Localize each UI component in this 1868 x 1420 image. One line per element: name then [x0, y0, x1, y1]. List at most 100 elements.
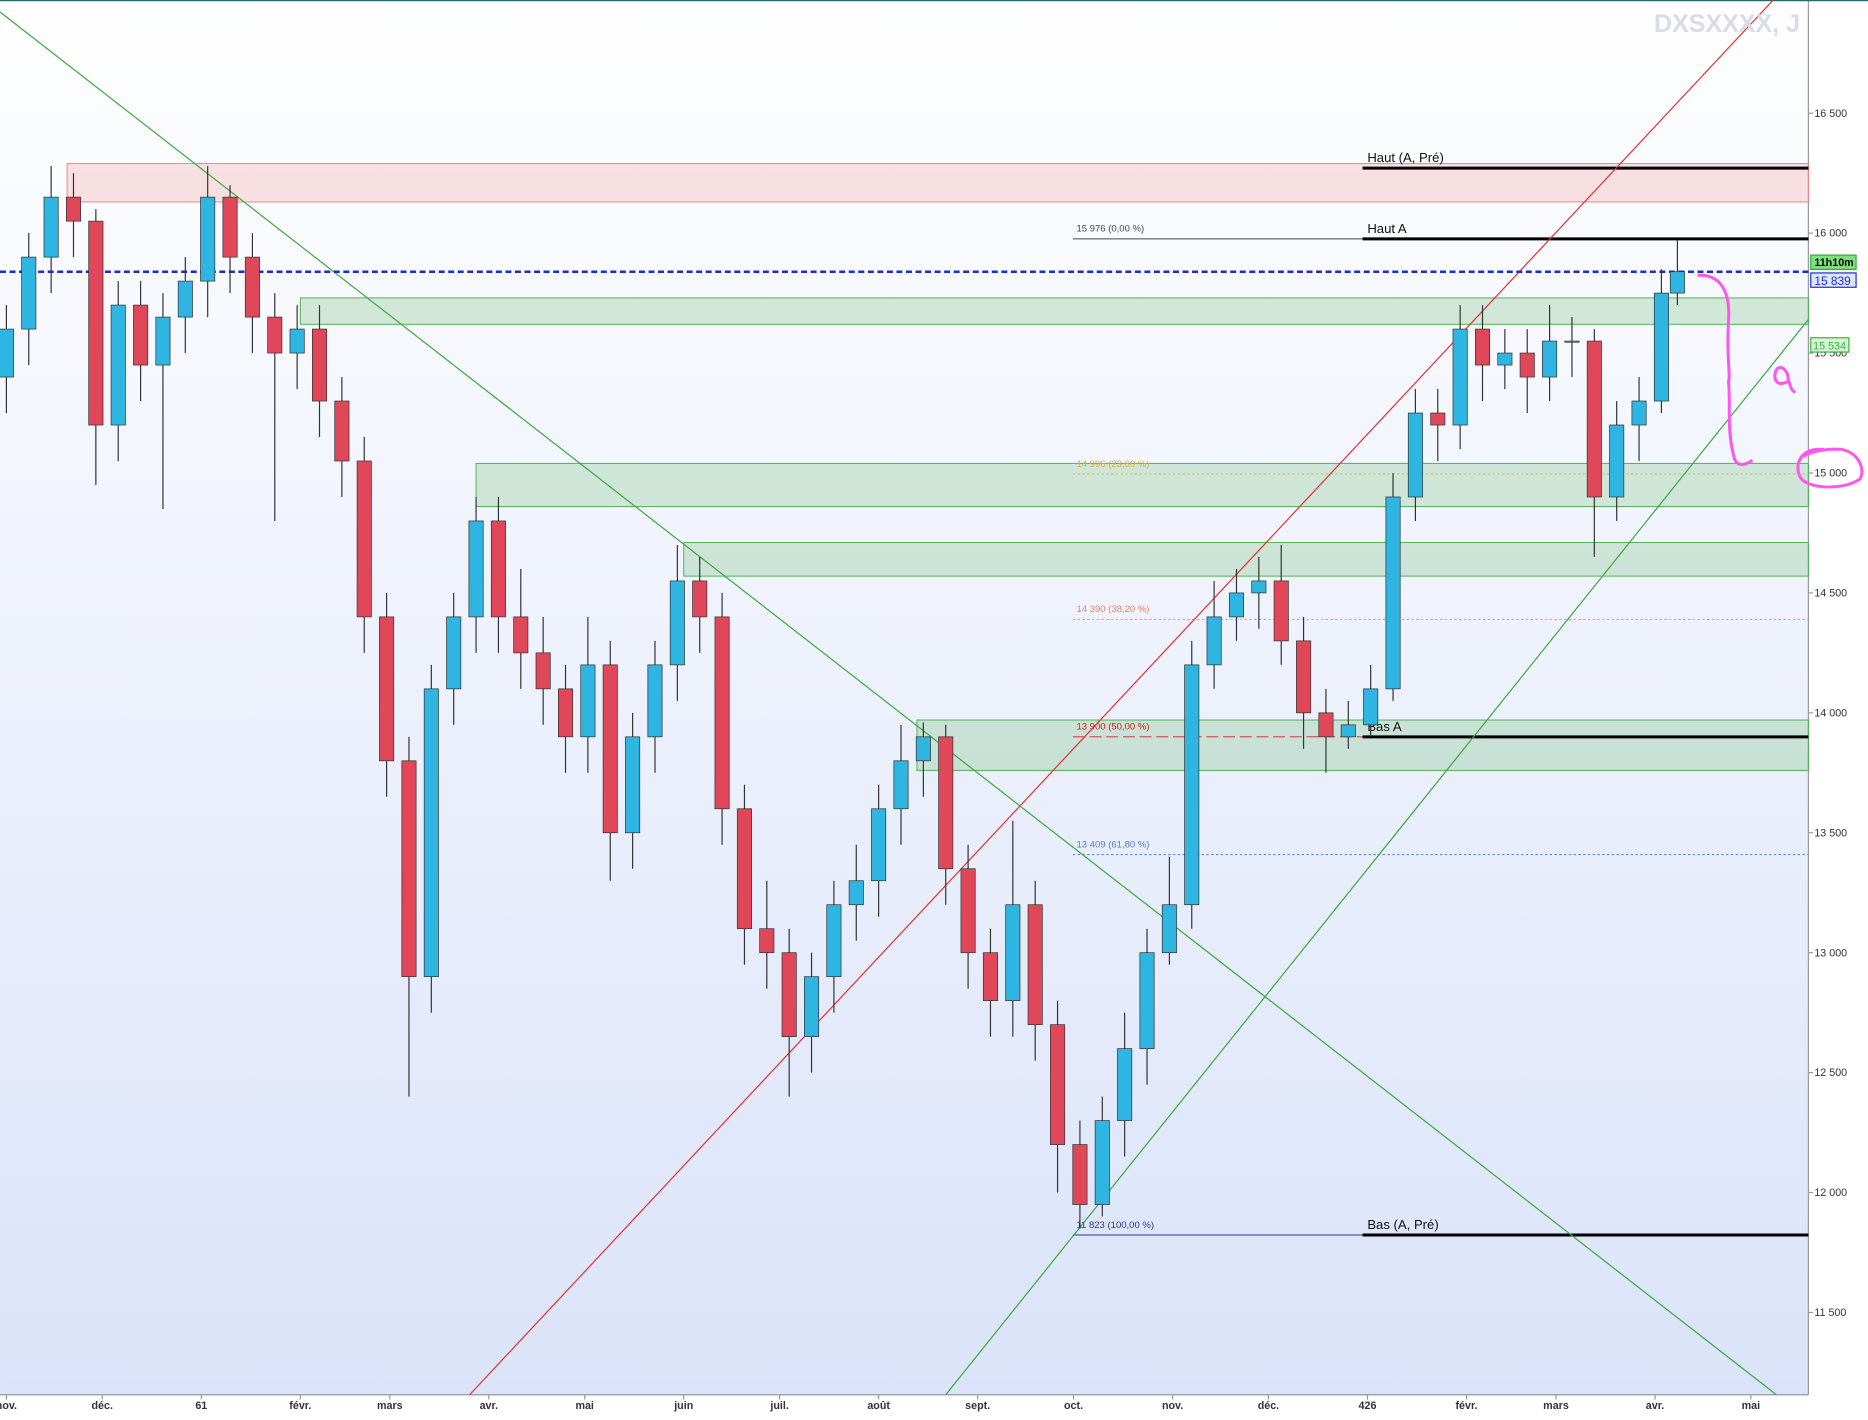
x-tick-label: févr.: [289, 1400, 311, 1412]
candle-body: [1117, 1048, 1133, 1121]
candle-body: [1653, 292, 1669, 402]
candle-body: [0, 328, 14, 378]
x-tick-label: juin: [673, 1400, 693, 1412]
candle-body: [1072, 1144, 1088, 1205]
candle-body: [625, 736, 641, 834]
level-label: Haut (A, Pré): [1367, 150, 1444, 165]
trendline: [945, 319, 1809, 1396]
candle-body: [468, 520, 484, 618]
candle-body: [244, 256, 260, 318]
candle-body: [513, 616, 529, 654]
candle-body: [938, 736, 954, 870]
candle-body: [1542, 340, 1558, 378]
candle-body: [446, 616, 462, 690]
y-tick-label: 13 500: [1814, 827, 1847, 839]
trendline: [0, 11, 1777, 1396]
candle-body: [1161, 904, 1177, 954]
x-tick-label: déc.: [92, 1400, 113, 1412]
candle-body: [1184, 664, 1200, 906]
candle-body: [1251, 580, 1267, 594]
zone: [475, 462, 1809, 508]
candle-body: [1139, 952, 1155, 1049]
candle-body: [960, 868, 976, 954]
candle-body: [871, 808, 887, 882]
y-tick-label: 11 500: [1814, 1307, 1846, 1319]
y-tick-label: 12 500: [1814, 1067, 1847, 1079]
candle-body: [1363, 688, 1379, 726]
axis-background: [1808, 0, 1868, 1415]
candle-body: [893, 760, 909, 810]
candle-body: [1430, 412, 1446, 426]
candle-body: [736, 808, 752, 930]
y-tick-label: 16 500: [1814, 108, 1847, 120]
timer-badge: [1810, 254, 1857, 270]
candle-body: [88, 220, 104, 426]
x-tick-label: 426: [1359, 1400, 1377, 1412]
x-tick-label: 61: [195, 1400, 207, 1412]
fib-label: 11 823 (100,00 %): [1076, 1220, 1154, 1231]
x-tick-label: août: [867, 1400, 890, 1412]
candle-body: [177, 280, 193, 318]
candle-body: [379, 616, 395, 762]
candle-body: [65, 196, 82, 222]
candle-body: [423, 688, 439, 978]
candle-body: [1206, 616, 1222, 666]
y-tick-label: 14 500: [1814, 587, 1847, 599]
candle-body: [1094, 1120, 1110, 1205]
trendline: [469, 0, 1774, 1396]
fib-label: 14 996 (23,60 %): [1076, 459, 1149, 470]
zone: [916, 719, 1809, 771]
candle-body: [1318, 712, 1334, 738]
candle-body: [804, 976, 820, 1037]
candle-body: [401, 760, 417, 978]
level-label: Bas (A, Pré): [1367, 1217, 1438, 1232]
candle-body: [1497, 352, 1513, 366]
chart-title: DXSXXXX, J: [1654, 10, 1800, 38]
candle-body: [1296, 640, 1312, 714]
timer-label: 11h10m: [1814, 257, 1853, 269]
fib-label: 14 390 (38,20 %): [1076, 604, 1149, 615]
x-tick-label: déc.: [1258, 1400, 1279, 1412]
candle-body: [558, 688, 574, 738]
candle-body: [915, 736, 931, 762]
candle-body: [669, 580, 685, 666]
candle-body: [781, 952, 797, 1037]
candle-body: [1474, 328, 1491, 366]
candle-body: [580, 664, 596, 738]
candle-body: [714, 616, 730, 810]
x-tick-label: mars: [1543, 1400, 1569, 1412]
candle-body: [1005, 904, 1021, 1002]
candle-body: [1050, 1024, 1066, 1145]
x-tick-label: mai: [1742, 1400, 1760, 1412]
candle-body: [1228, 592, 1244, 618]
candle-body: [1669, 271, 1685, 294]
x-tick-label: févr.: [1455, 1400, 1477, 1412]
zone: [66, 163, 1809, 203]
x-tick-label: nov.: [1162, 1400, 1183, 1412]
candle-body: [155, 316, 171, 366]
candle-body: [848, 880, 864, 906]
candle-body: [1631, 400, 1647, 426]
candle-body: [1385, 496, 1401, 690]
fib-label: 13 409 (61,80 %): [1076, 839, 1149, 850]
candle-body: [200, 196, 216, 282]
candle-body: [1273, 580, 1289, 642]
candle-body: [692, 580, 708, 618]
candle-body: [982, 952, 998, 1002]
candle-body: [311, 328, 328, 402]
candle-body: [289, 328, 305, 354]
fib-label: 13 900 (50,00 %): [1076, 722, 1149, 733]
x-tick-label: avr.: [480, 1400, 499, 1412]
price-label: 15 839: [1814, 274, 1851, 288]
candle-body: [43, 196, 59, 258]
candle-body: [267, 316, 283, 354]
candle-body: [1609, 424, 1625, 498]
fib-label: 15 976 (0,00 %): [1076, 224, 1144, 235]
plot-background: [0, 0, 1809, 1395]
candle-body: [1564, 340, 1580, 343]
x-tick-label: avr.: [1646, 1400, 1665, 1412]
candle-body: [1027, 904, 1043, 1026]
candle-body: [826, 904, 842, 978]
